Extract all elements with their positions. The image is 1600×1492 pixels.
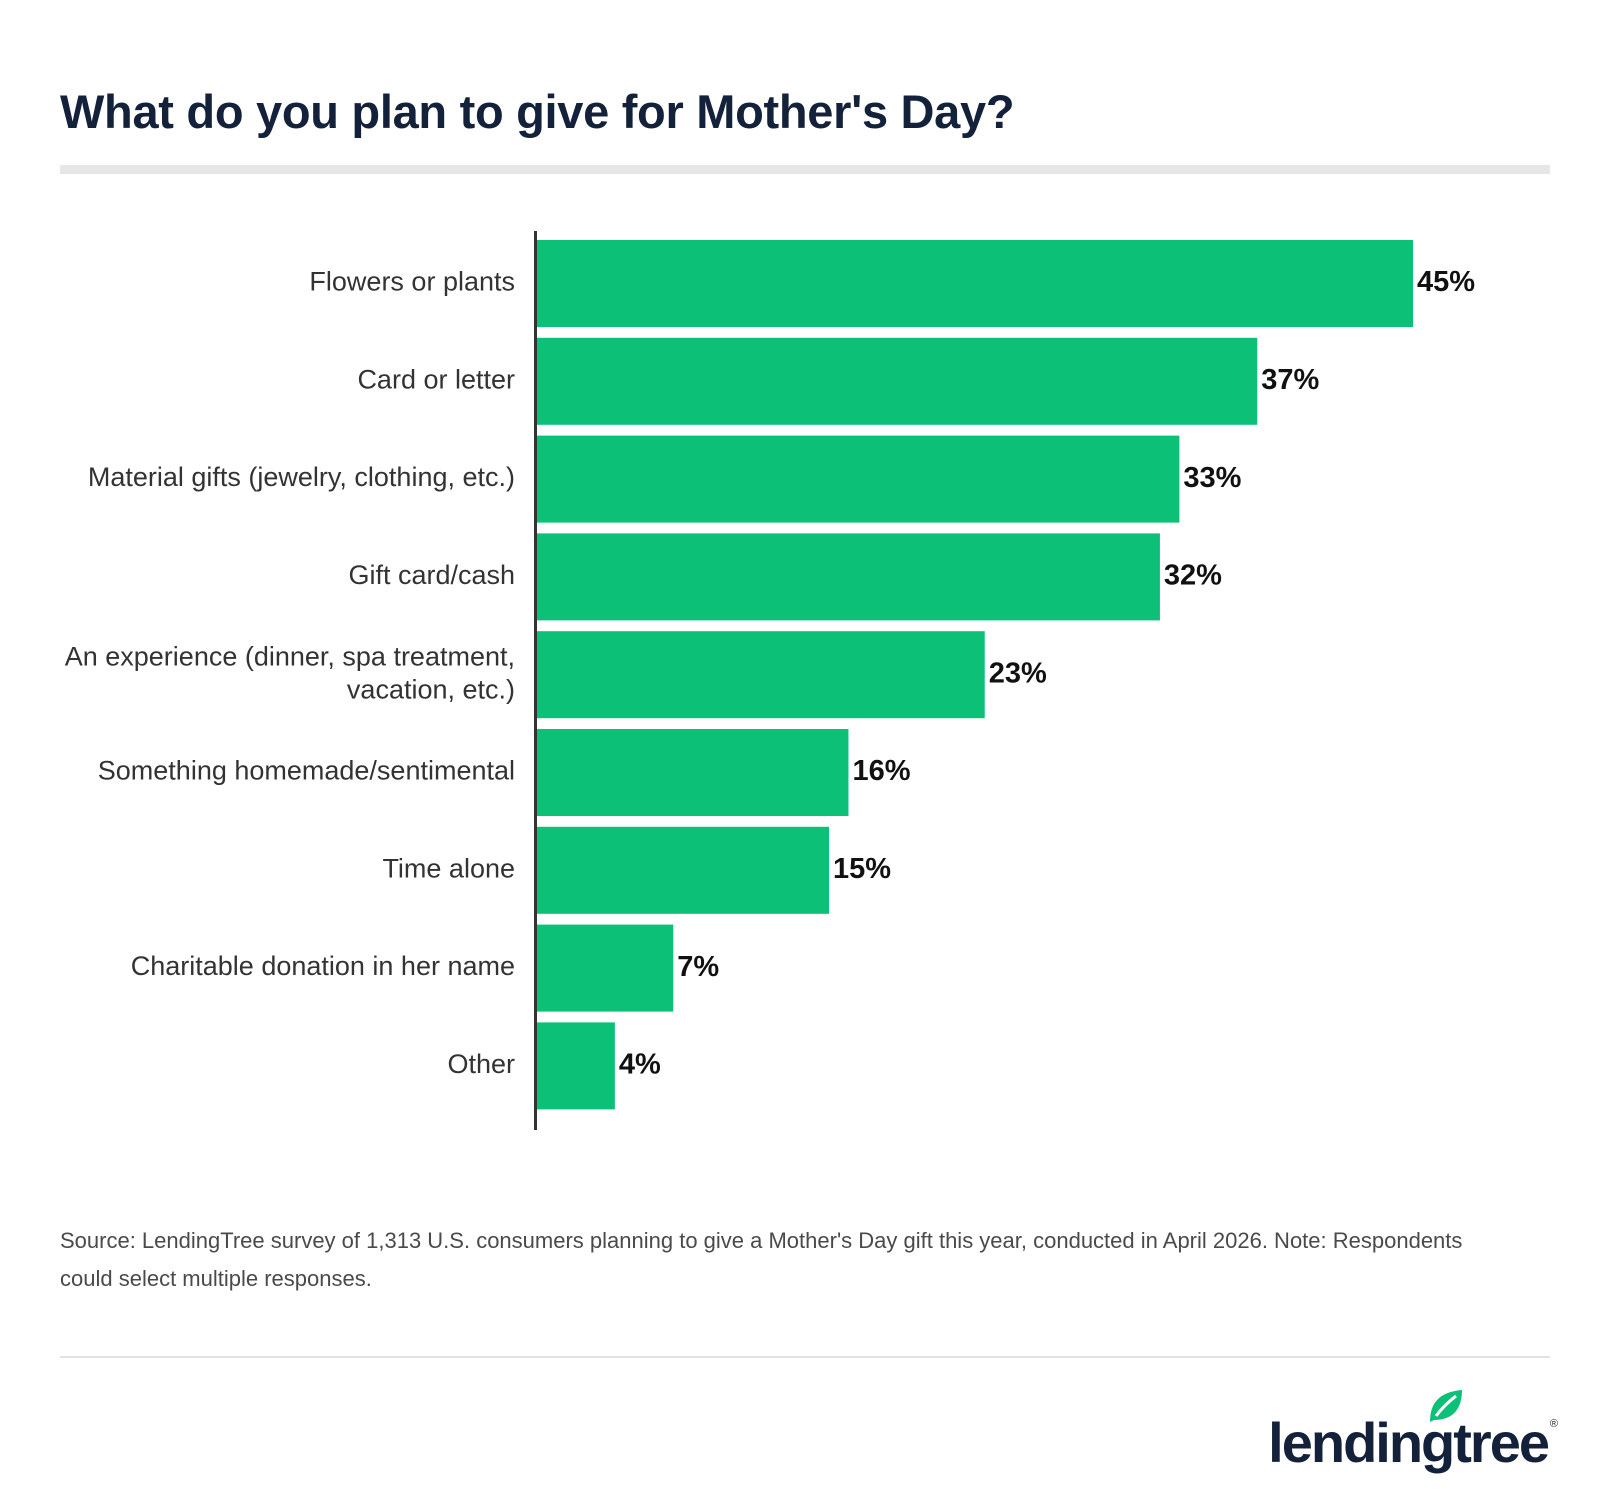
registered-mark: ® xyxy=(1549,1418,1558,1430)
category-label-line: Material gifts (jewelry, clothing, etc.) xyxy=(88,462,515,492)
lendingtree-logo: lendingtree ® xyxy=(1248,1380,1558,1480)
leaf-icon xyxy=(1430,1390,1462,1422)
bar-value-label: 16% xyxy=(852,755,910,787)
category-label: Flowers or plants xyxy=(309,267,515,297)
bar-value-label: 7% xyxy=(677,951,719,983)
category-label: Time alone xyxy=(382,853,515,883)
bar xyxy=(537,729,849,816)
category-label: Charitable donation in her name xyxy=(131,951,515,981)
bar xyxy=(537,1022,615,1110)
bar xyxy=(537,435,1180,523)
bar-value-label: 32% xyxy=(1164,560,1222,592)
category-label: Card or letter xyxy=(357,364,515,394)
bar xyxy=(537,240,1413,327)
bar-value-label: 37% xyxy=(1261,364,1319,396)
bar-value-label: 33% xyxy=(1183,462,1241,494)
bar-chart: 45% Flowers or plants 37% Card or letter 33%… xyxy=(65,231,1475,1130)
bar xyxy=(537,337,1258,425)
bar xyxy=(537,924,674,1012)
category-label-line: Flowers or plants xyxy=(309,267,515,297)
bar-value-label: 15% xyxy=(833,853,891,885)
source-note: Source: LendingTree survey of 1,313 U.S.… xyxy=(60,1228,1463,1291)
bar xyxy=(537,631,985,719)
category-label-line: Time alone xyxy=(382,853,515,883)
category-label-line: Other xyxy=(447,1049,515,1079)
category-label: Other xyxy=(447,1049,515,1079)
bar xyxy=(537,826,829,914)
category-label-line: Charitable donation in her name xyxy=(131,951,515,981)
category-label: Gift card/cash xyxy=(348,560,515,590)
title-divider xyxy=(60,165,1550,174)
bar xyxy=(537,533,1160,621)
category-label: Material gifts (jewelry, clothing, etc.) xyxy=(88,462,515,492)
bar-value-label: 23% xyxy=(989,657,1047,689)
category-label-line: Card or letter xyxy=(357,364,515,394)
category-label-line: vacation, etc.) xyxy=(347,674,515,704)
category-label-line: An experience (dinner, spa treatment, xyxy=(65,641,515,671)
category-label-line: Something homemade/sentimental xyxy=(98,756,515,786)
bar-value-label: 4% xyxy=(619,1049,661,1081)
category-label: Something homemade/sentimental xyxy=(98,756,515,786)
bars-group: 45% Flowers or plants 37% Card or letter 33%… xyxy=(65,240,1475,1110)
logo-wordmark: lendingtree xyxy=(1268,1411,1550,1474)
category-label: An experience (dinner, spa treatment, vac… xyxy=(65,641,515,704)
footer-divider xyxy=(60,1356,1550,1358)
category-label-line: Gift card/cash xyxy=(348,560,515,590)
chart-title: What do you plan to give for Mother's Da… xyxy=(60,85,1015,138)
bar-value-label: 45% xyxy=(1417,266,1475,298)
